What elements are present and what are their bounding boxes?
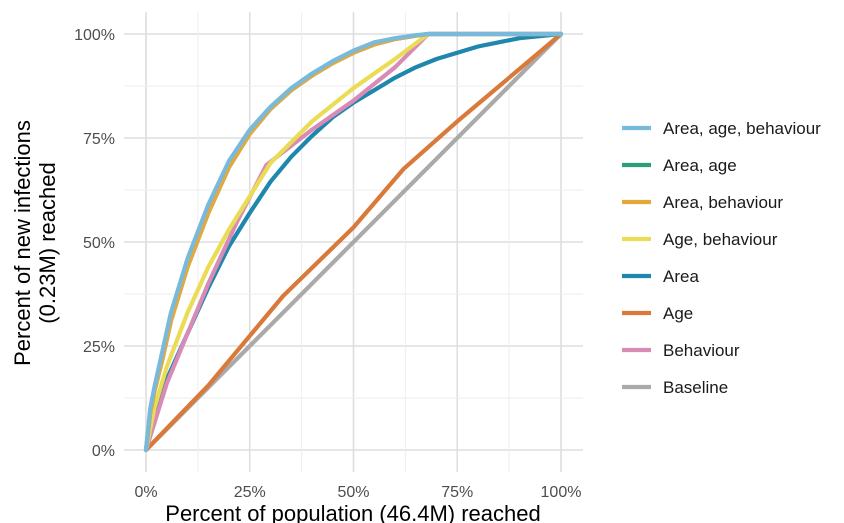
legend-label: Behaviour [663, 341, 740, 360]
series-line-age [143, 31, 564, 453]
legend-label: Area, behaviour [663, 193, 783, 212]
y-tick-label: 0% [92, 443, 115, 460]
y-axis-title: Percent of new infections(0.23M) reached [10, 120, 60, 366]
y-tick-label: 25% [83, 339, 115, 356]
series-line-area-age-behaviour [143, 31, 564, 453]
legend-label: Area, age, behaviour [663, 119, 821, 138]
legend-label: Age, behaviour [663, 230, 778, 249]
legend-label: Area [663, 267, 699, 286]
x-tick-label: 25% [234, 484, 266, 501]
y-tick-label: 100% [74, 27, 115, 44]
legend: Area, age, behaviour Area, age Area, behav… [622, 119, 821, 397]
y-tick-label: 75% [83, 131, 115, 148]
y-axis-title-line: Percent of new infections [10, 120, 35, 366]
x-axis-ticks: 0% 25% 50% 75% 100% [134, 484, 581, 501]
x-tick-label: 75% [441, 484, 473, 501]
x-axis-title: Percent of population (46.4M) reached [165, 501, 540, 523]
series-line-baseline [143, 31, 564, 453]
x-tick-label: 0% [134, 484, 157, 501]
legend-label: Age [663, 304, 693, 323]
x-tick-label: 50% [337, 484, 369, 501]
series-lines [143, 31, 564, 453]
series-line-age-behaviour [143, 31, 564, 453]
legend-label: Baseline [663, 378, 728, 397]
x-tick-label: 100% [541, 484, 582, 501]
y-tick-label: 50% [83, 235, 115, 252]
legend-label: Area, age [663, 156, 737, 175]
series-line-behaviour [143, 31, 564, 453]
y-axis-title-line: (0.23M) reached [35, 162, 60, 323]
y-axis-ticks: 0% 25% 50% 75% 100% [74, 27, 115, 460]
